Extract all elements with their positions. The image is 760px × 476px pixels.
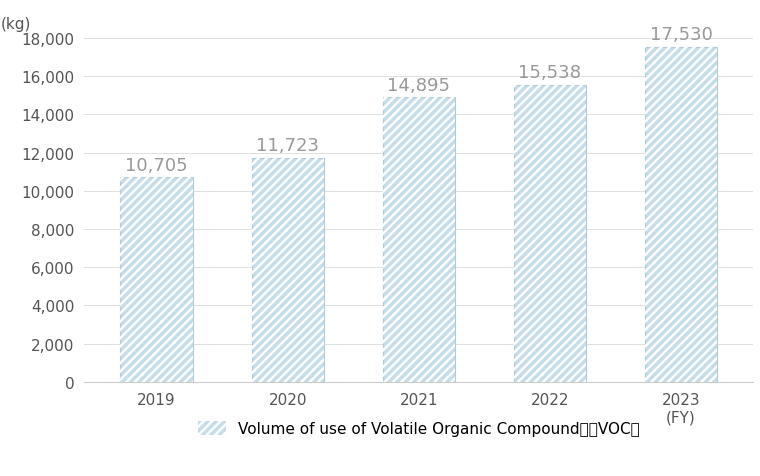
Bar	[514, 86, 586, 382]
Bar	[121, 178, 192, 382]
Bar	[252, 159, 324, 382]
Text: 17,530: 17,530	[650, 26, 712, 44]
Bar	[514, 86, 586, 382]
Legend: Volume of use of Volatile Organic Compound　（VOC）: Volume of use of Volatile Organic Compou…	[198, 421, 639, 436]
Text: (kg): (kg)	[1, 17, 31, 32]
Text: 15,538: 15,538	[518, 64, 581, 82]
Bar	[252, 159, 324, 382]
Text: 10,705: 10,705	[125, 157, 188, 175]
Bar	[645, 48, 717, 382]
Bar	[383, 98, 454, 382]
Bar	[645, 48, 717, 382]
Bar	[383, 98, 454, 382]
Text: 14,895: 14,895	[388, 77, 450, 95]
Text: 11,723: 11,723	[256, 137, 319, 155]
Bar	[121, 178, 192, 382]
